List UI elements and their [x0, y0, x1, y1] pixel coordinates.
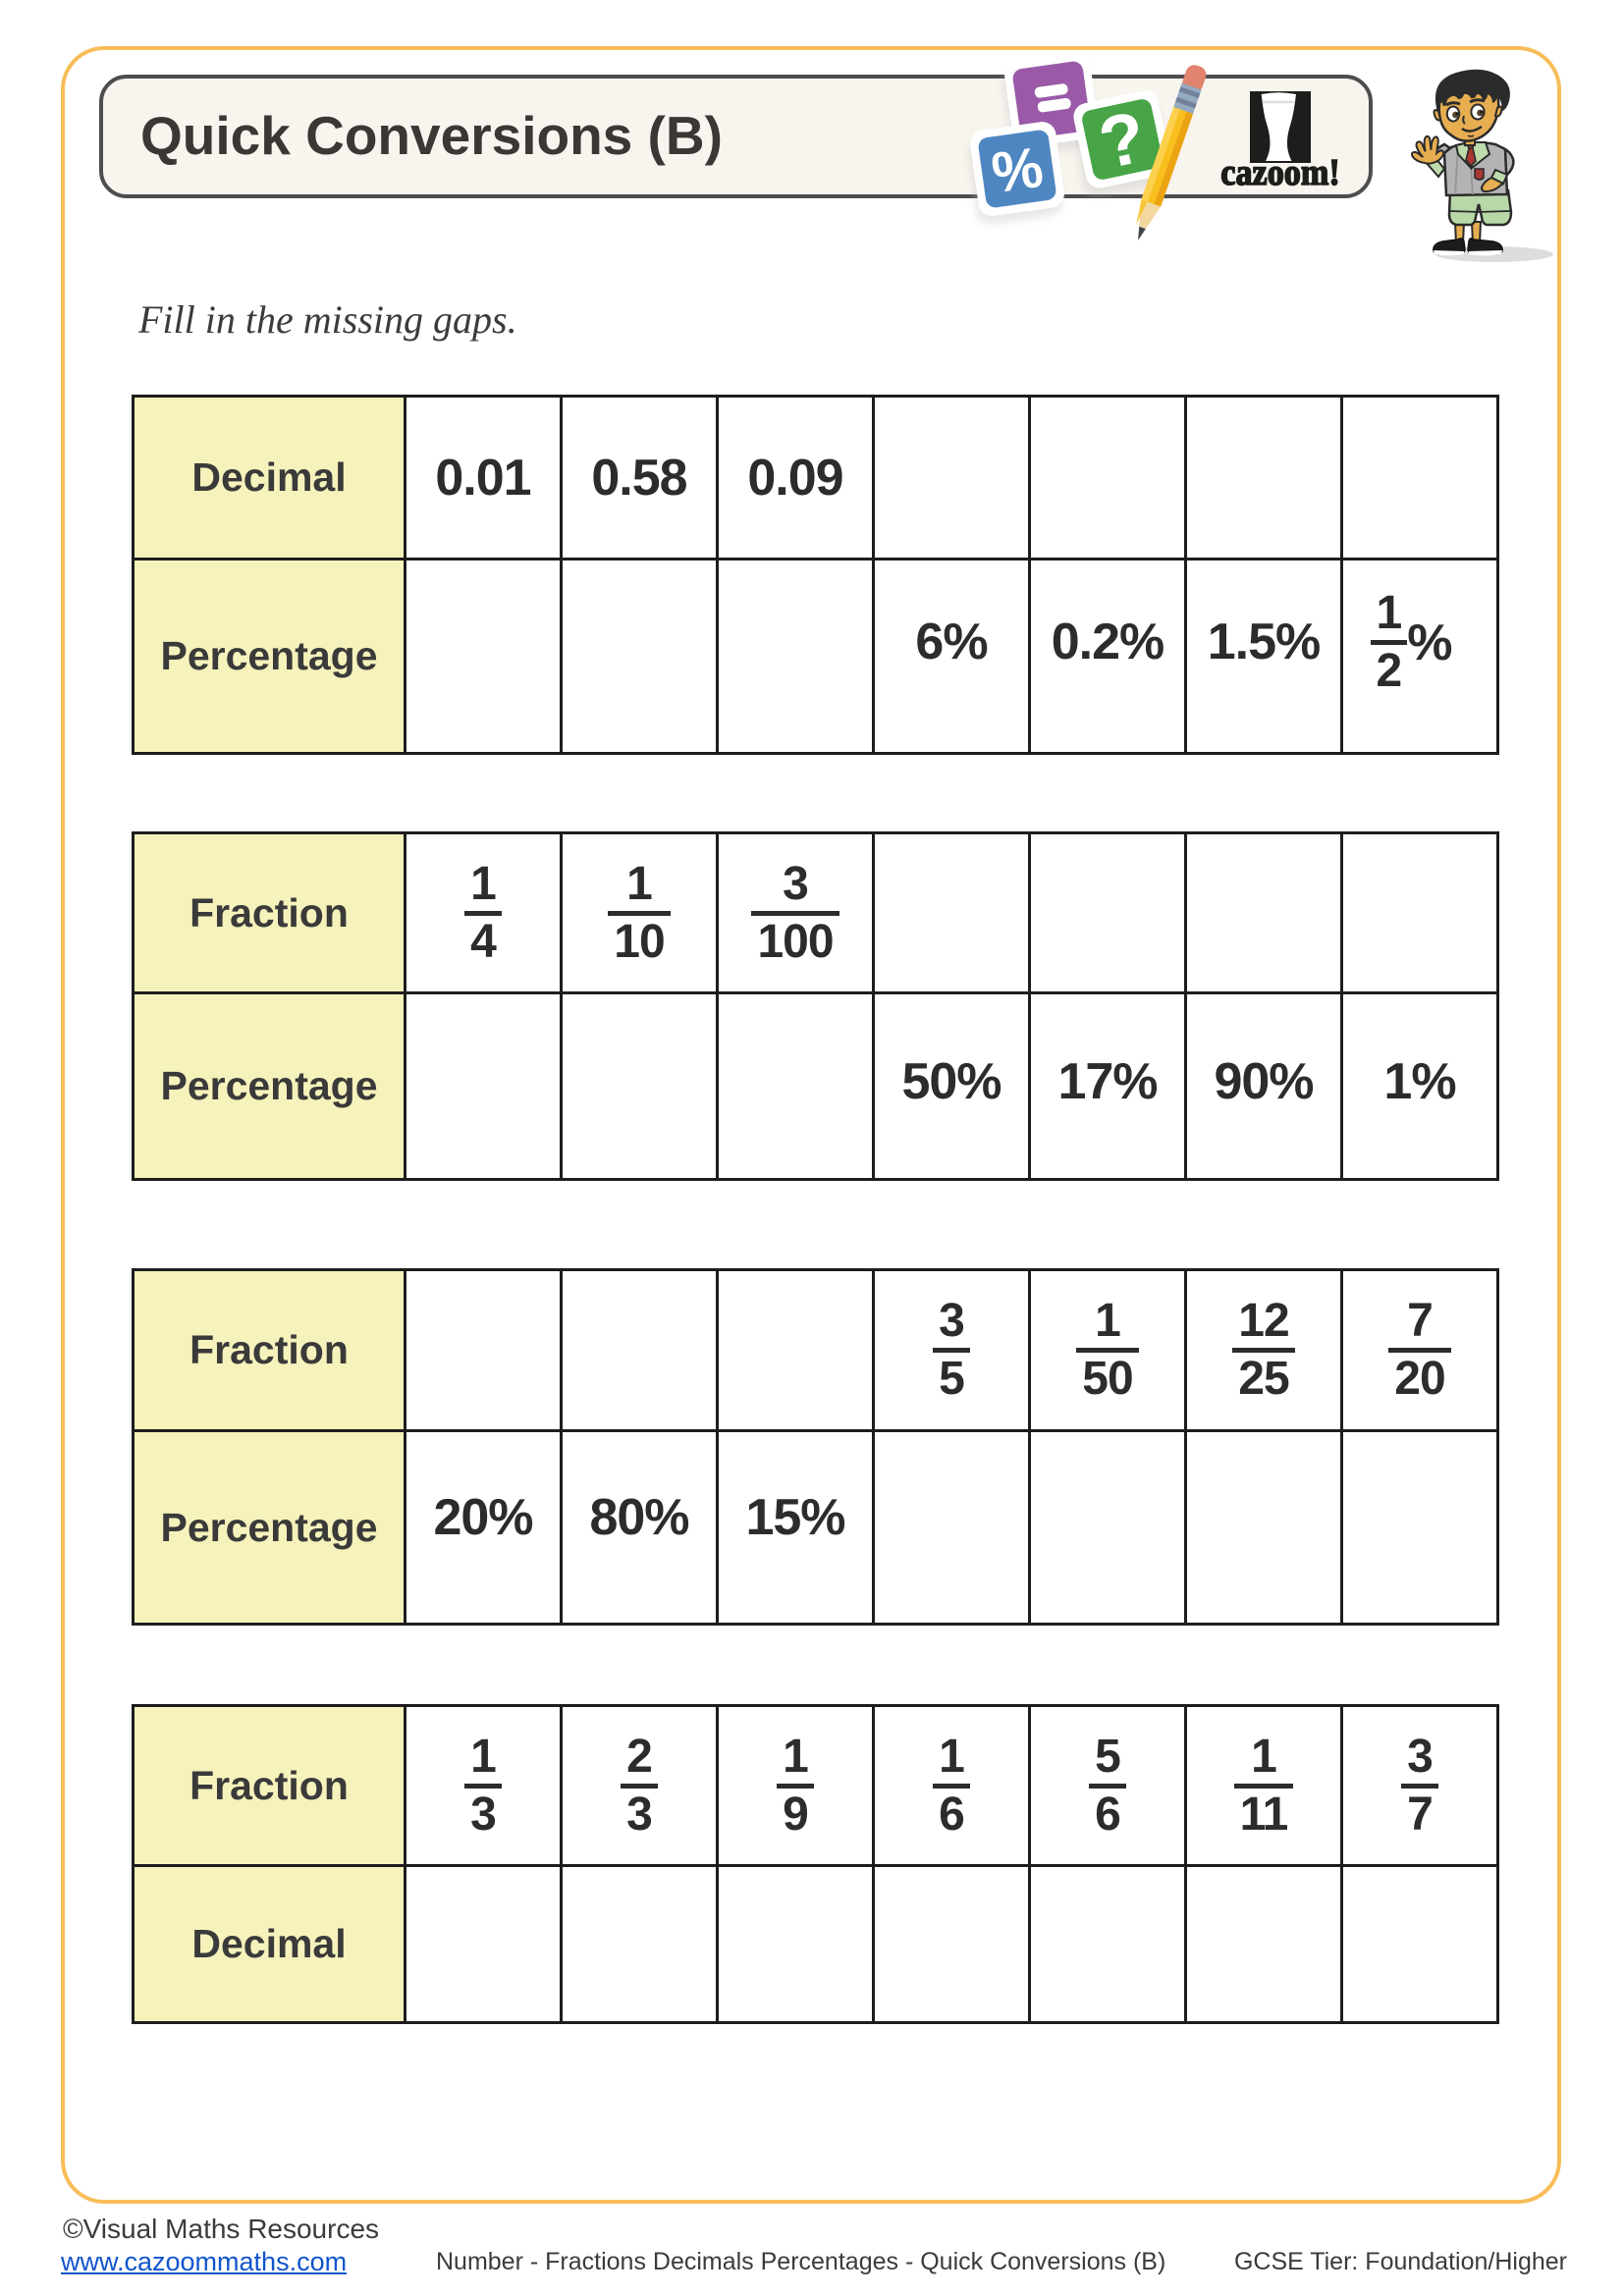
svg-text:cazoom!: cazoom! [1220, 151, 1339, 192]
svg-text:%: % [988, 135, 1047, 206]
